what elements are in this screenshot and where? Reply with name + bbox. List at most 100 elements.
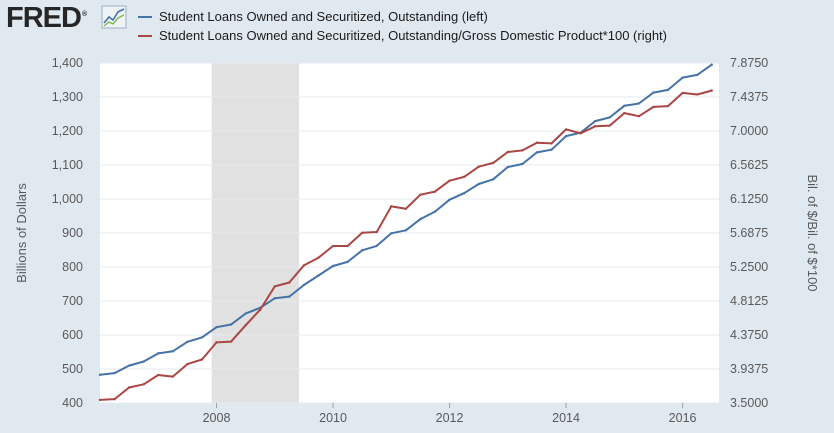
legend-label-left: Student Loans Owned and Securitized, Out… [159, 9, 488, 24]
y-left-tick-label: 500 [62, 362, 83, 376]
data-point-right [419, 193, 422, 196]
data-point-right [433, 190, 437, 193]
data-point-left [273, 297, 276, 300]
data-point-left [390, 232, 393, 235]
legend-swatch-right [138, 34, 152, 37]
y-right-tick-label: 5.2500 [730, 260, 768, 274]
fred-logo[interactable]: FRED® [6, 2, 87, 35]
legend-item-right-series[interactable]: Student Loans Owned and Securitized, Out… [138, 26, 667, 45]
chart-line-icon [101, 5, 127, 29]
data-point-right [127, 386, 131, 389]
data-point-right [652, 105, 655, 109]
data-point-left [433, 210, 437, 213]
data-point-left [113, 371, 116, 375]
data-point-right [681, 91, 684, 95]
y-left-tick-label: 1,000 [52, 192, 83, 206]
data-point-right [113, 397, 116, 401]
y-right-tick-label: 7.0000 [730, 124, 768, 138]
chart-header: FRED® Student Loans Owned and Securitize… [0, 0, 834, 58]
data-point-right [273, 285, 276, 288]
data-point-right [492, 161, 495, 165]
x-tick-label: 2012 [436, 411, 464, 425]
data-point-right [331, 244, 335, 248]
y-right-tick-label: 7.4375 [730, 90, 768, 104]
data-point-right [535, 141, 539, 144]
logo-text: FRED [6, 2, 82, 34]
data-point-left [608, 116, 611, 119]
data-point-left [404, 229, 408, 232]
y-left-tick-label: 800 [62, 260, 83, 274]
data-point-left [171, 350, 175, 353]
data-point-left [710, 63, 713, 66]
data-point-right [288, 281, 291, 284]
data-point-right [259, 308, 262, 311]
x-tick-label: 2008 [203, 411, 231, 425]
data-point-right [608, 124, 611, 127]
data-point-right [390, 205, 393, 208]
data-point-right [200, 358, 204, 361]
data-point-right [302, 264, 306, 267]
data-point-right [157, 373, 160, 377]
x-tick-label: 2010 [319, 411, 347, 425]
data-point-left [506, 165, 510, 169]
data-point-right [142, 383, 145, 386]
data-point-left [550, 148, 553, 151]
data-point-right [477, 165, 480, 168]
y-left-tick-label: 900 [62, 226, 83, 240]
legend: Student Loans Owned and Securitized, Out… [138, 7, 667, 45]
y-left-tick-label: 1,100 [52, 158, 83, 172]
data-point-left [666, 88, 670, 92]
y-right-tick-label: 5.6875 [730, 226, 768, 240]
y-left-tick-label: 600 [62, 328, 83, 342]
data-point-left [346, 260, 349, 264]
data-point-right [564, 128, 568, 131]
data-point-left [331, 264, 335, 268]
legend-swatch-left [138, 15, 152, 18]
y-right-tick-label: 6.5625 [730, 158, 768, 172]
data-point-right [623, 111, 626, 115]
data-point-right [186, 362, 189, 366]
data-point-left [288, 295, 291, 298]
y-right-axis-title: Bil. of $/Bil. of $*100 [805, 174, 820, 291]
data-point-left [302, 283, 306, 287]
data-point-right [666, 104, 670, 108]
data-point-right [229, 340, 233, 343]
data-point-left [623, 104, 626, 108]
data-point-right [550, 142, 553, 145]
data-point-right [594, 125, 597, 128]
data-point-right [448, 179, 451, 182]
data-point-right [244, 324, 247, 327]
data-point-left [229, 323, 233, 326]
data-point-left [652, 91, 655, 94]
data-point-right [98, 398, 102, 402]
data-point-left [317, 274, 320, 277]
legend-label-right: Student Loans Owned and Securitized, Out… [159, 28, 667, 43]
data-point-right [579, 132, 582, 135]
y-right-tick-label: 6.1250 [730, 192, 768, 206]
data-point-left [492, 178, 495, 181]
y-right-tick-label: 3.9375 [730, 362, 768, 376]
data-point-left [186, 340, 189, 343]
y-right-tick-label: 3.5000 [730, 396, 768, 410]
data-point-right [695, 93, 699, 96]
data-point-right [171, 375, 175, 378]
x-tick-label: 2014 [552, 411, 580, 425]
data-point-right [506, 150, 510, 154]
data-point-left [594, 119, 597, 123]
data-point-left [462, 192, 466, 195]
y-right-tick-label: 4.3750 [730, 328, 768, 342]
legend-item-left-series[interactable]: Student Loans Owned and Securitized, Out… [138, 7, 667, 26]
data-point-left [244, 312, 247, 315]
data-point-right [637, 115, 641, 118]
data-point-left [521, 162, 524, 166]
y-left-axis-title: Billions of Dollars [14, 183, 29, 283]
data-point-left [535, 151, 539, 154]
data-point-left [695, 73, 699, 77]
data-point-right [375, 230, 378, 234]
data-point-right [710, 89, 713, 92]
data-point-right [521, 149, 524, 152]
data-point-right [346, 244, 349, 248]
data-point-left [215, 325, 218, 329]
y-left-tick-label: 1,200 [52, 124, 83, 138]
